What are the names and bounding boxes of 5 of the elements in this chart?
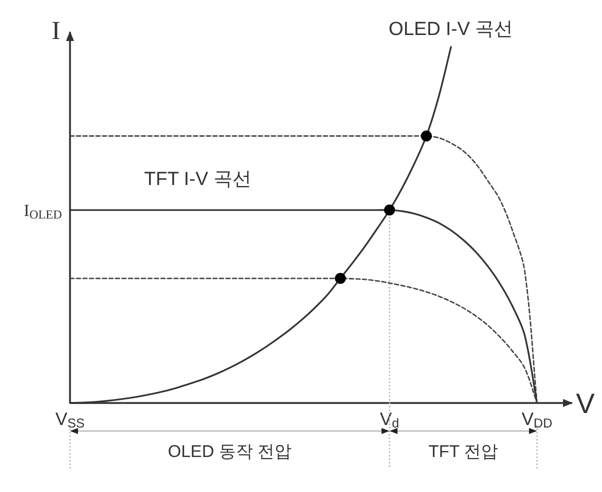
ylabel: I — [52, 16, 60, 45]
annotation: OLED 동작 전압 — [168, 442, 292, 461]
annotation: I$_{OLED}$ — [24, 201, 62, 222]
annotation: TFT 전압 — [428, 442, 498, 461]
xlabel: V — [576, 388, 595, 419]
